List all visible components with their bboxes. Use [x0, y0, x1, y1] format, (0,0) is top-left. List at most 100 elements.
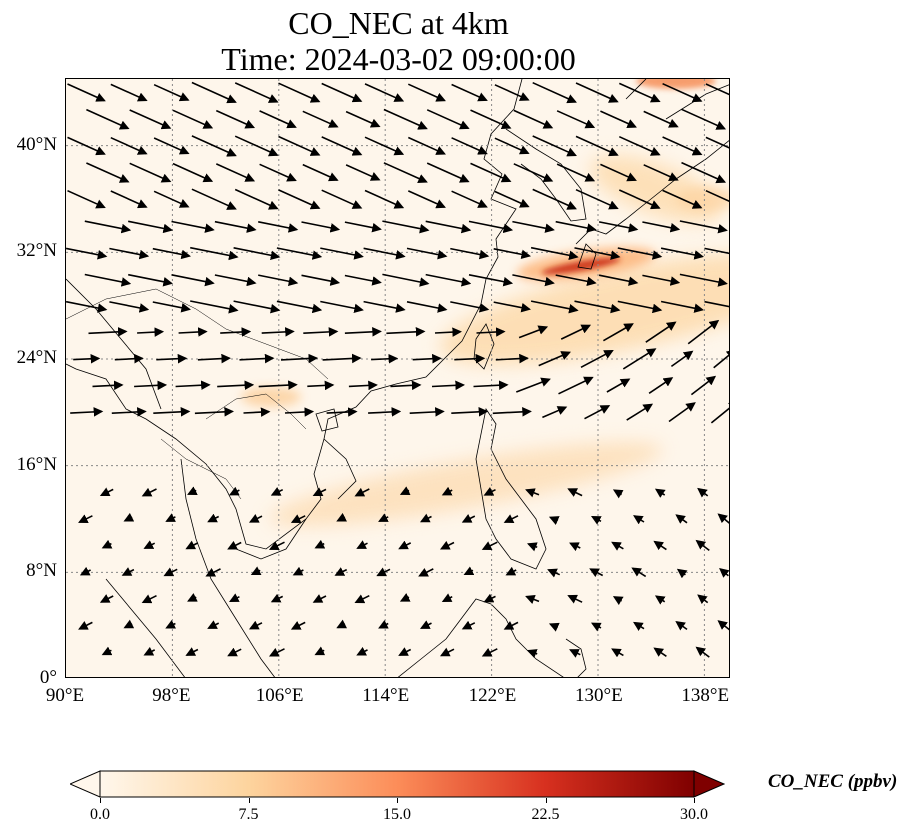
wind-arrow-129: [276, 300, 323, 314]
wind-arrow-120: [555, 274, 597, 287]
wind-arrow-255: [376, 567, 391, 577]
colorbar-tick-mark-1: [248, 798, 250, 803]
wind-arrow-56: [470, 162, 512, 183]
wind-arrow-198: [584, 405, 611, 420]
wind-arrow-298: [227, 647, 242, 657]
wind-arrow-24: [426, 109, 470, 130]
wind-arrow-251: [205, 567, 221, 577]
wind-arrow-257: [463, 566, 475, 576]
wind-arrow-107: [660, 247, 704, 260]
wind-arrow-109: [84, 273, 132, 287]
colorbar-extend-max: [693, 770, 725, 798]
wind-arrow-90: [598, 221, 639, 233]
wind-arrow-101: [406, 247, 448, 260]
wind-arrow-225: [419, 513, 432, 523]
wind-arrow-50: [215, 163, 256, 182]
wind-arrow-106: [617, 247, 663, 260]
wind-arrow-140: [88, 327, 128, 337]
wind-arrow-288: [461, 620, 476, 630]
wind-arrow-179: [431, 380, 465, 391]
wind-arrow-243: [527, 542, 538, 552]
wind-arrow-301: [356, 646, 368, 656]
wind-arrow-114: [301, 274, 341, 286]
wind-arrow-64: [153, 190, 190, 208]
wind-arrow-287: [419, 620, 432, 629]
hainan-island: [315, 408, 339, 432]
wind-arrow-274: [525, 595, 540, 604]
wind-arrow-174: [217, 380, 255, 391]
colorbar-tick-label-0: 0.0: [90, 806, 110, 823]
colorbar-extend-min: [70, 770, 101, 798]
wind-arrow-278: [697, 594, 709, 605]
wind-arrow-22: [345, 110, 381, 128]
wind-arrow-82: [258, 221, 299, 233]
wind-arrow-215: [654, 488, 666, 498]
wind-arrow-148: [434, 327, 462, 337]
wind-arrow-87: [468, 220, 514, 234]
wind-arrow-145: [303, 327, 339, 337]
wind-arrow-201: [710, 400, 729, 424]
wind-arrow-27: [556, 110, 596, 129]
wind-arrow-53: [345, 164, 381, 181]
wind-arrow-30: [681, 108, 727, 130]
wind-arrow-26: [513, 109, 554, 129]
wind-arrow-276: [612, 596, 624, 606]
wind-arrow-273: [483, 593, 496, 603]
wind-arrow-260: [589, 568, 604, 578]
map-canvas: [66, 79, 729, 677]
wind-arrow-12: [575, 82, 619, 103]
wind-arrow-54: [383, 162, 428, 183]
wind-arrow-199: [626, 403, 654, 421]
wind-arrow-216: [697, 487, 709, 498]
wind-arrow-261: [631, 567, 647, 578]
wind-arrow-205: [228, 486, 240, 496]
wind-arrow-180: [473, 380, 509, 390]
wind-arrow-78: [84, 220, 132, 234]
wind-arrow-262: [676, 568, 688, 579]
wind-arrow-234: [143, 540, 156, 549]
plume-northeast: [676, 187, 729, 211]
wind-arrow-229: [590, 515, 602, 525]
wind-arrow-292: [633, 621, 645, 632]
wind-arrow-7: [364, 83, 405, 102]
wind-arrow-284: [290, 621, 306, 630]
wind-arrow-309: [695, 646, 710, 658]
wind-arrow-183: [606, 378, 631, 393]
borneo-coast: [397, 598, 564, 677]
wind-arrow-181: [516, 377, 551, 393]
wind-arrow-167: [580, 349, 614, 369]
wind-arrow-147: [386, 327, 426, 337]
wind-arrow-49: [172, 162, 214, 183]
colorbar: [70, 770, 725, 798]
wind-arrow-218: [123, 512, 135, 522]
wind-arrow-196: [492, 407, 532, 417]
wind-arrow-43: [575, 135, 619, 157]
y-tick-label-1: 8°N: [26, 560, 57, 582]
wind-arrow-130: [320, 300, 364, 314]
wind-arrow-62: [67, 189, 106, 209]
wind-arrow-285: [336, 619, 348, 629]
wind-arrow-219: [165, 513, 177, 522]
colorbar-tick-mark-0: [100, 798, 101, 803]
wind-arrow-171: [92, 380, 124, 391]
wind-arrow-14: [662, 82, 703, 103]
wind-arrow-28: [600, 110, 637, 128]
wind-arrow-17: [129, 109, 172, 130]
wind-arrow-57: [513, 163, 554, 182]
wind-arrow-40: [451, 137, 488, 155]
colorbar-tick-mark-4: [694, 798, 695, 803]
wind-arrow-153: [645, 321, 677, 343]
wind-arrow-213: [567, 488, 583, 497]
wind-arrow-267: [228, 593, 240, 603]
wind-arrow-9: [451, 83, 488, 102]
wind-arrow-165: [495, 353, 529, 364]
plume-vietnam: [241, 387, 301, 407]
wind-arrow-268: [270, 593, 284, 603]
wind-arrow-110: [128, 273, 173, 287]
colorbar-gradient: [99, 770, 695, 798]
wind-arrow-207: [312, 487, 327, 497]
wind-arrow-151: [560, 324, 592, 340]
wind-arrow-108: [704, 247, 729, 255]
gridlines: [66, 79, 729, 677]
wind-arrow-113: [258, 274, 299, 287]
